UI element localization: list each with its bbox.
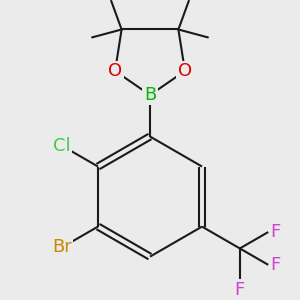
Text: O: O — [178, 62, 192, 80]
Text: Br: Br — [52, 238, 72, 256]
Text: O: O — [108, 62, 122, 80]
Text: F: F — [235, 281, 245, 299]
Text: F: F — [271, 223, 281, 241]
Text: B: B — [144, 86, 156, 104]
Text: F: F — [271, 256, 281, 274]
Text: Cl: Cl — [53, 137, 71, 155]
